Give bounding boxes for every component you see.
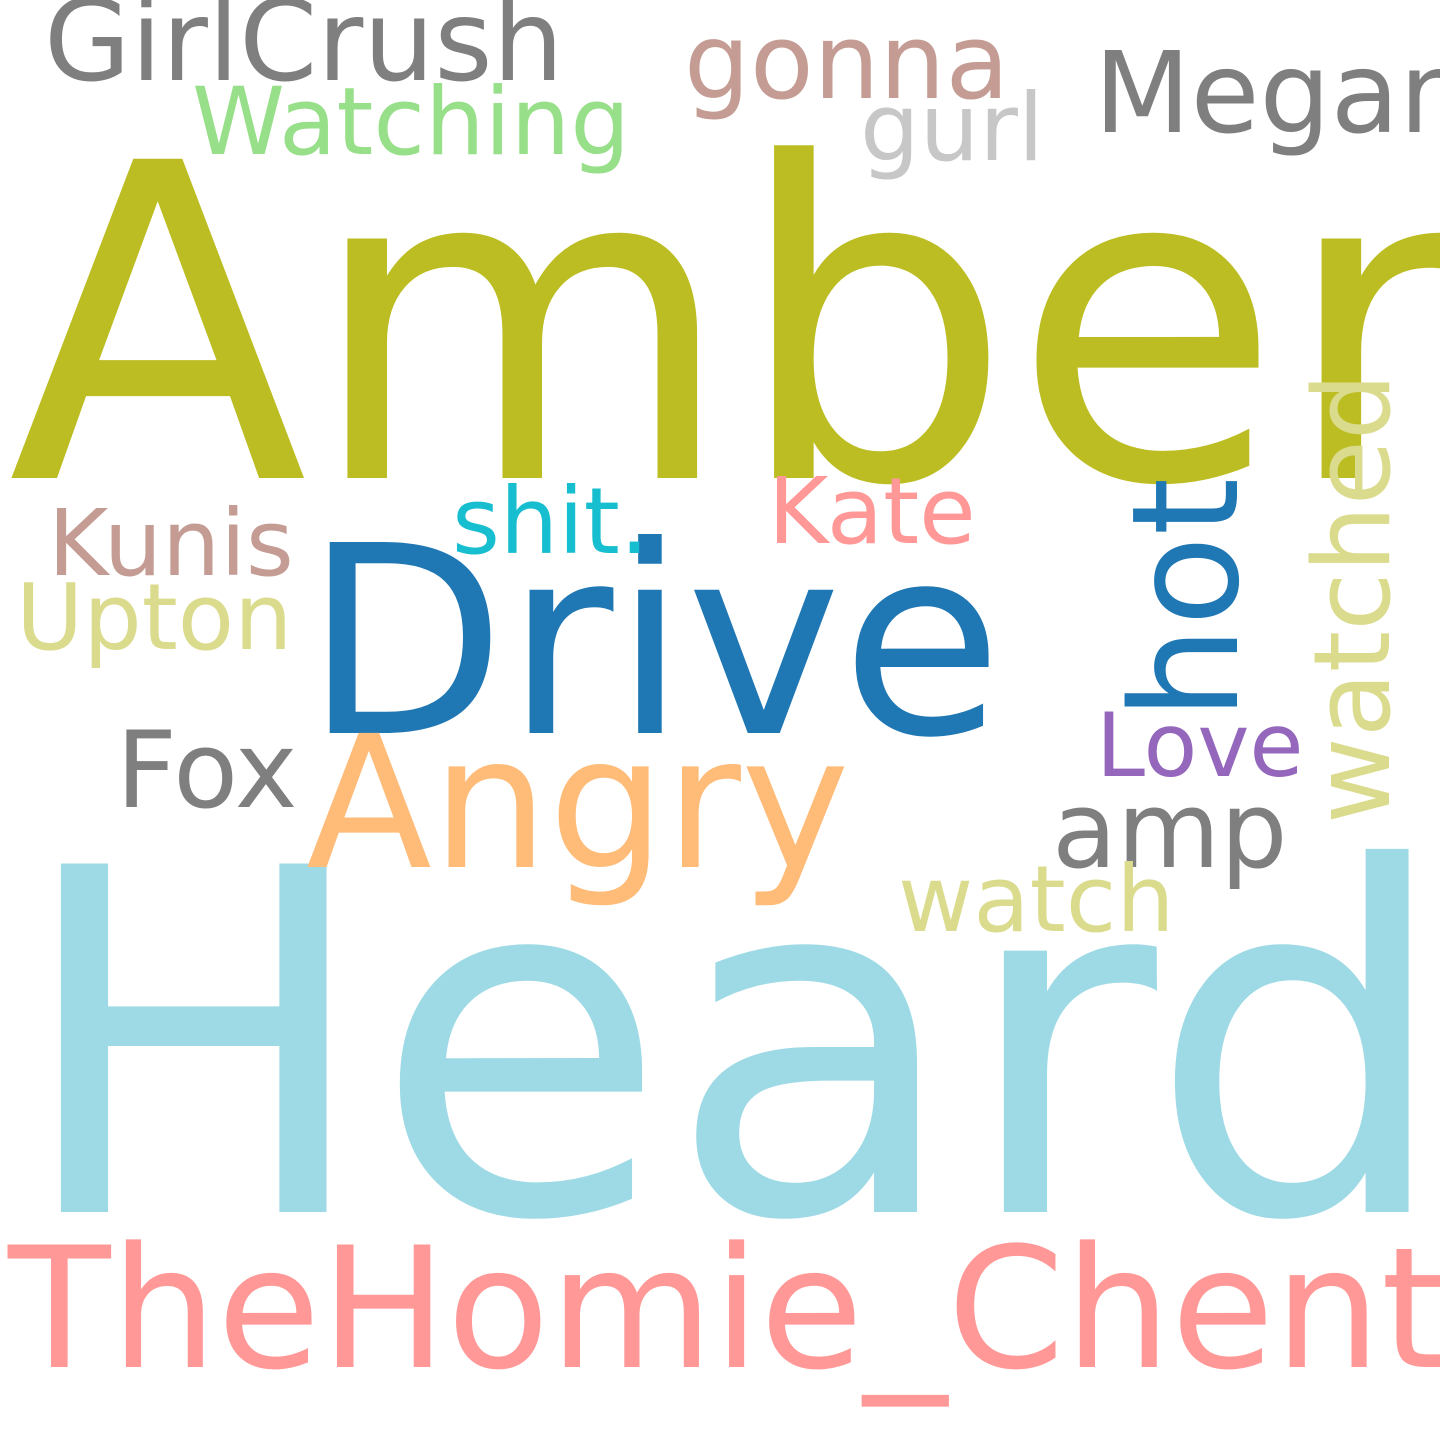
word-amber: Amber [8, 72, 1440, 582]
word-gurl: gurl [860, 74, 1045, 183]
word-angry: Angry [306, 697, 850, 911]
word-gonna: gonna [684, 1, 1010, 123]
word-love: Love [1096, 694, 1304, 797]
word-heard: Heard [14, 768, 1440, 1325]
word-shit: shit. [452, 468, 650, 575]
word-watch: watch [898, 846, 1175, 953]
word-watched: watched [1291, 372, 1414, 824]
word-hot: hot [1100, 477, 1272, 720]
word-amp: amp [1052, 769, 1288, 892]
word-thehomie-chente: TheHomie_Chente [8, 1211, 1440, 1407]
word-kate: Kate [768, 458, 976, 565]
word-watching: Watching [192, 68, 631, 177]
word-girlcrush: GirlCrush [44, 0, 564, 107]
word-fox: Fox [116, 709, 298, 832]
word-megan: Megan [1094, 29, 1440, 159]
word-upton: Upton [16, 564, 293, 671]
word-drive: Drive [304, 490, 1003, 795]
word-kunis: Kunis [48, 490, 294, 597]
